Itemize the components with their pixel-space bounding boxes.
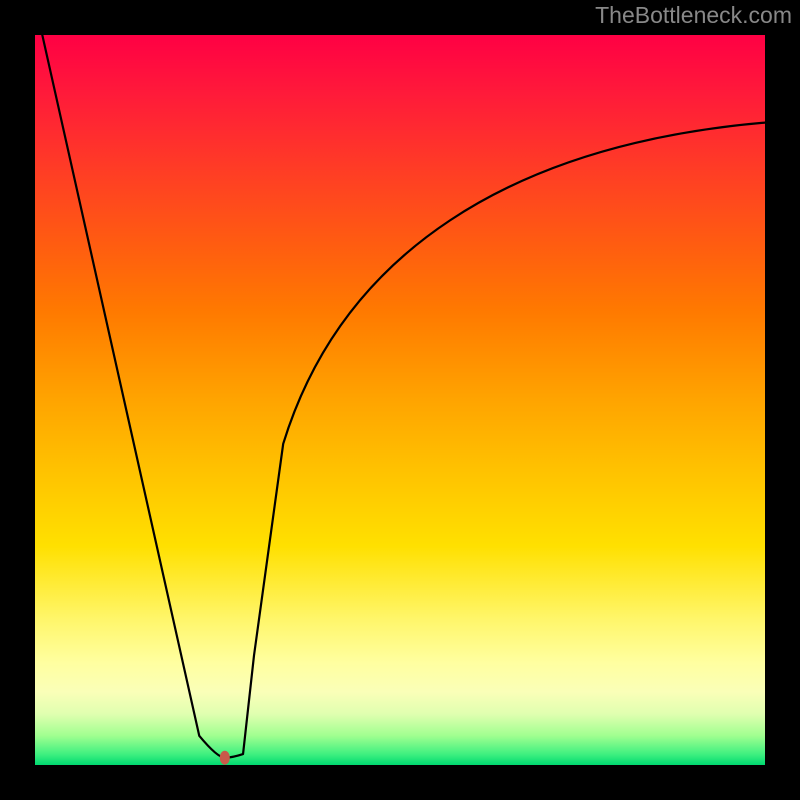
plot-background: [35, 35, 765, 765]
chart-svg: [0, 0, 800, 800]
chart-container: TheBottleneck.com: [0, 0, 800, 800]
trough-marker: [220, 751, 230, 765]
